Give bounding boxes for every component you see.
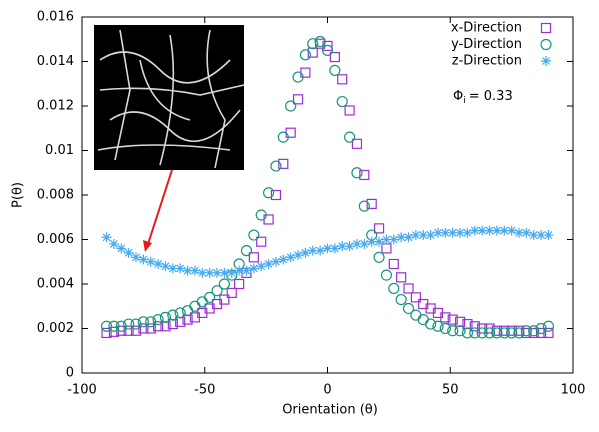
data-point [241, 266, 251, 276]
data-point [396, 295, 406, 305]
data-point [286, 252, 296, 262]
data-point [315, 246, 325, 256]
data-point [235, 280, 244, 289]
legend-label: y-Direction [451, 37, 522, 52]
y-tick-label: 0.012 [37, 99, 74, 114]
data-point [138, 255, 148, 265]
data-point [345, 241, 355, 251]
legend-marker [542, 24, 551, 33]
data-point [264, 259, 274, 269]
data-point [418, 315, 428, 325]
data-point [397, 273, 406, 282]
data-point [102, 232, 112, 242]
data-point [345, 106, 354, 115]
annotation-text: = 0.33 [469, 89, 513, 104]
data-point [330, 243, 340, 253]
y-tick-label: 0.016 [37, 10, 74, 25]
data-point [507, 226, 517, 236]
data-point [374, 237, 384, 247]
arrow [143, 170, 172, 252]
data-point [543, 230, 553, 240]
data-point [330, 65, 340, 75]
data-point [249, 263, 259, 273]
data-point [264, 188, 274, 198]
legend-label: z-Direction [452, 54, 522, 69]
data-point [146, 257, 156, 267]
data-point [300, 50, 310, 60]
y-axis-label: P(θ) [11, 182, 26, 208]
data-point [404, 284, 413, 293]
y-tick-label: 0 [66, 366, 74, 381]
data-point [278, 255, 288, 265]
data-point [160, 261, 170, 271]
data-point [219, 279, 229, 289]
data-point [241, 246, 251, 256]
data-point [293, 250, 303, 260]
data-point [389, 283, 399, 293]
data-point [462, 228, 472, 238]
data-point [153, 259, 163, 269]
data-point [404, 232, 414, 242]
data-point [411, 310, 421, 320]
data-point [249, 230, 259, 240]
y-tick-label: 0.01 [45, 143, 74, 158]
data-point [190, 301, 200, 311]
data-point [131, 252, 141, 262]
legend-marker [541, 56, 551, 66]
data-point [271, 161, 281, 171]
data-point [359, 239, 369, 249]
data-point [197, 297, 207, 307]
data-point [190, 266, 200, 276]
data-point [426, 230, 436, 240]
data-point [389, 235, 399, 245]
y-tick-label: 0.014 [37, 54, 74, 69]
data-point [382, 244, 391, 253]
annotation: Φi= 0.33 [453, 89, 513, 106]
data-point [359, 201, 369, 211]
data-point [381, 270, 391, 280]
data-point [345, 132, 355, 142]
x-tick-label: 50 [442, 383, 459, 398]
x-tick-label: 100 [561, 383, 586, 398]
data-point [116, 243, 126, 253]
data-point [338, 75, 347, 84]
y-tick-label: 0.004 [37, 277, 74, 292]
annotation-subscript: i [463, 96, 466, 106]
x-tick-label: 0 [323, 383, 331, 398]
data-point [124, 248, 134, 258]
x-tick-label: -50 [194, 383, 215, 398]
data-point [300, 248, 310, 258]
data-point [256, 261, 266, 271]
chart: Orientation (θ) P(θ) Φi= 0.33 0 0.002 0.00… [0, 0, 599, 428]
data-point [271, 257, 281, 267]
legend-marker [541, 40, 551, 50]
data-point [227, 268, 237, 278]
annotation-symbol: Φ [453, 89, 463, 104]
y-tick-label: 0.002 [37, 321, 74, 336]
data-point [374, 252, 384, 262]
legend-label: x-Direction [451, 21, 522, 36]
x-axis-label: Orientation (θ) [282, 403, 378, 418]
inset-image [94, 25, 244, 170]
y-tick-label: 0.008 [37, 188, 74, 203]
y-tick-label: 0.006 [37, 232, 74, 247]
x-tick-label: -100 [67, 383, 97, 398]
data-point [286, 101, 296, 111]
data-point [337, 97, 347, 107]
data-point [109, 239, 119, 249]
data-point [521, 228, 531, 238]
data-point [389, 259, 398, 268]
data-point [175, 263, 185, 273]
data-point [352, 168, 362, 178]
